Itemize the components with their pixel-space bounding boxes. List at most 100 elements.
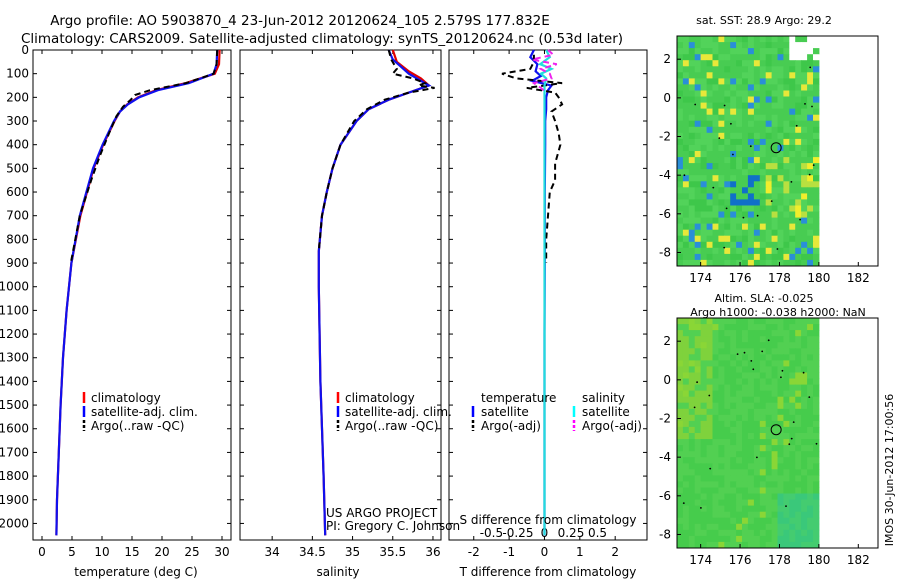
map-cell	[771, 247, 778, 255]
map-cell	[777, 529, 784, 537]
map-cell	[718, 241, 725, 249]
y-tick-label: 0	[663, 91, 671, 105]
map-cell	[789, 132, 796, 140]
map-cell	[759, 475, 767, 482]
map-cell	[682, 102, 690, 110]
island-dot	[756, 456, 758, 459]
map-cell	[813, 330, 820, 337]
map-cell	[677, 511, 684, 519]
map-cell	[747, 475, 755, 482]
map-cell	[688, 366, 696, 373]
map-cell	[801, 144, 808, 152]
map-cell	[777, 475, 784, 482]
map-cell	[807, 420, 814, 428]
map-cell	[765, 72, 773, 79]
map-cell	[771, 529, 778, 537]
map-cell	[688, 475, 696, 482]
map-cell	[706, 336, 713, 343]
map-cell	[771, 181, 778, 188]
map-cell	[742, 175, 749, 182]
map-cell	[730, 541, 737, 549]
map-cell	[801, 330, 808, 337]
map-cell	[747, 138, 755, 146]
y-tick-label: 600	[6, 185, 29, 199]
y-tick-label: 500	[6, 161, 29, 175]
map-cell	[688, 96, 696, 104]
map-cell	[736, 169, 743, 176]
map-cell	[807, 541, 814, 549]
map-cell	[730, 132, 737, 140]
map-cell	[789, 517, 796, 525]
map-cell	[677, 366, 684, 373]
map-cell	[759, 457, 767, 464]
map-cell	[688, 336, 696, 343]
map-cell	[677, 193, 684, 200]
map-cell	[742, 366, 749, 373]
map-cell	[759, 342, 767, 349]
map-cell	[706, 523, 713, 531]
map-cell	[759, 318, 767, 325]
map-cell	[801, 66, 808, 73]
map-cell	[801, 408, 808, 416]
map-cell	[677, 481, 684, 488]
map-cell	[789, 414, 796, 422]
map-cell	[677, 247, 684, 255]
map-cell	[688, 451, 696, 458]
map-cell	[694, 163, 702, 170]
island-dot	[723, 104, 726, 107]
map-cell	[747, 360, 755, 367]
map-cell	[771, 487, 778, 495]
map-cell	[759, 330, 767, 337]
map-cell	[694, 151, 702, 158]
map-cell	[712, 481, 719, 488]
map-cell	[801, 157, 808, 164]
map-cell	[682, 420, 690, 428]
map-cell	[771, 481, 778, 488]
map-cell	[682, 120, 690, 128]
map-cell	[712, 541, 719, 549]
map-cell	[694, 330, 702, 337]
map-cell	[783, 66, 790, 73]
map-cell	[682, 330, 690, 337]
map-cell	[783, 505, 790, 513]
map-cell	[771, 60, 778, 67]
map-cell	[777, 511, 784, 519]
map-cell	[795, 336, 802, 343]
x-tick-label: 5	[68, 545, 76, 559]
island-dot	[808, 396, 811, 398]
map-cell	[789, 523, 796, 531]
map-cell	[742, 493, 749, 501]
map-cell	[682, 499, 690, 507]
map-cell	[724, 199, 731, 206]
map-cell	[724, 102, 731, 110]
map-cell	[712, 463, 719, 470]
map-cell	[777, 505, 784, 513]
map-cell	[736, 211, 743, 219]
map-cell	[789, 247, 796, 255]
map-cell	[700, 505, 707, 513]
map-cell	[694, 420, 702, 428]
map-cell	[771, 259, 778, 267]
map-cell	[807, 36, 814, 43]
map-cell	[753, 223, 761, 231]
map-cell	[801, 120, 808, 128]
difference-legend: temperature satellite Argo(-adj) salinit…	[471, 391, 642, 433]
map-cell	[807, 372, 814, 380]
island-dot	[730, 122, 732, 125]
map-cell	[742, 108, 749, 116]
map-cell	[736, 223, 743, 231]
map-cell	[783, 426, 790, 434]
map-cell	[813, 138, 820, 146]
map-cell	[694, 241, 702, 249]
map-cell	[759, 439, 767, 446]
map-cell	[783, 253, 790, 261]
map-cell	[682, 36, 690, 43]
map-cell	[700, 408, 707, 416]
map-cell	[813, 511, 820, 519]
map-cell	[807, 342, 814, 349]
legend-t-satellite-label: satellite	[481, 405, 529, 419]
y-tick-label: 200	[6, 90, 29, 104]
map-cell	[759, 517, 767, 525]
map-cell	[765, 151, 773, 158]
map-cell	[783, 348, 790, 355]
